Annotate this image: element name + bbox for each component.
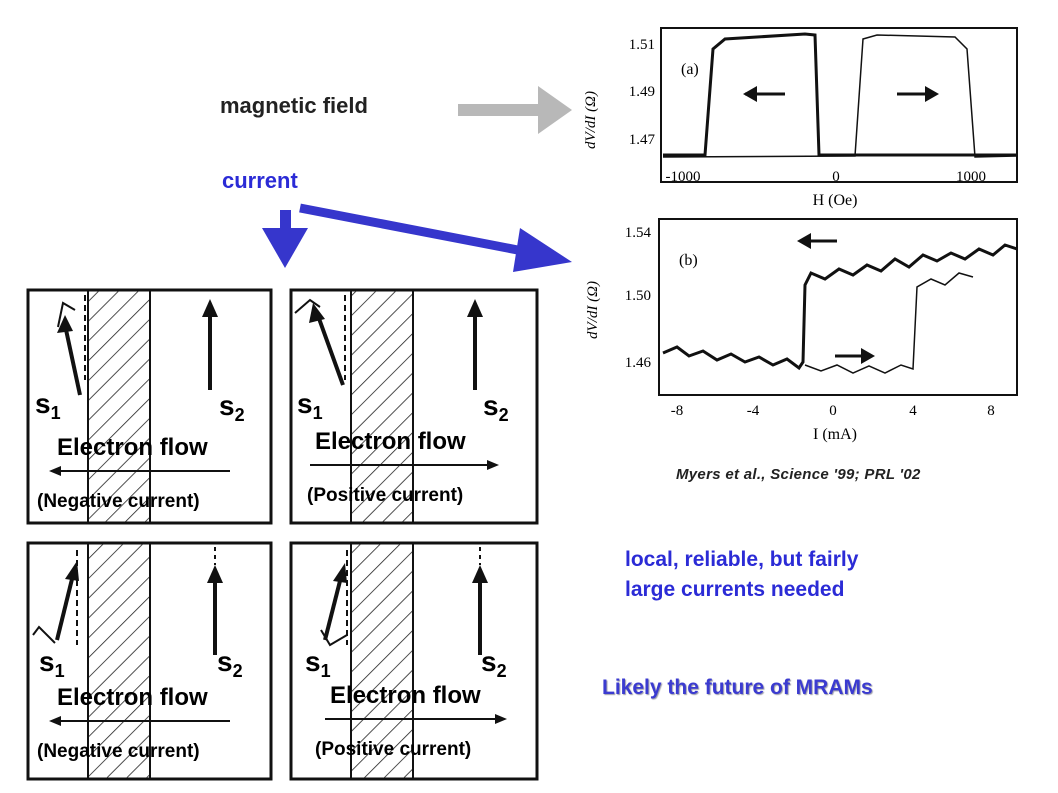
- spin-panels: s1 s2 Electron flow (Negative current) s…: [26, 288, 539, 781]
- plot-b-xtick-4: 4: [909, 403, 917, 419]
- plot-b-panel-label: (b): [679, 252, 698, 269]
- panel-1-s1: s1: [35, 388, 61, 423]
- plot-a-xtick-3: 1000: [956, 169, 986, 185]
- panel-4-s1: s1: [305, 646, 331, 681]
- panel-3-s2: s2: [217, 646, 243, 681]
- plot-b-curve-up: [804, 272, 974, 374]
- plot-a-ytick-3: 1.47: [629, 132, 656, 148]
- panel-2-s1: s1: [297, 388, 323, 423]
- plot-a-curve-up: [662, 34, 1018, 158]
- plot-a-ytick-1: 1.51: [629, 37, 655, 53]
- magnetic-field-label: magnetic field: [220, 93, 368, 118]
- plot-b-xtick-5: 8: [987, 403, 995, 419]
- plot-a-left-arrow-head: [743, 86, 757, 102]
- plot-b-left-arrow-head: [797, 233, 811, 249]
- plot-a-panel-label: (a): [681, 61, 699, 78]
- current-label: current: [222, 168, 298, 193]
- panel-2-current: (Positive current): [307, 485, 463, 506]
- plot-b: dV/dI (Ω) 1.54 1.50 1.46 (b) -8 -4 0 4 8…: [585, 218, 1018, 443]
- plot-b-xtick-2: -4: [747, 403, 760, 419]
- plot-b-ytick-3: 1.46: [625, 355, 652, 371]
- panel-1-flow: Electron flow: [57, 434, 208, 461]
- plot-a-curve-down: [663, 32, 1017, 157]
- panel-3-s1: s1: [39, 646, 65, 681]
- blue-down-arrow: [262, 210, 308, 268]
- plot-b-ytick-2: 1.50: [625, 288, 651, 304]
- panel-2-s2: s2: [483, 390, 509, 425]
- panel-4-s2: s2: [481, 646, 507, 681]
- plot-a-right-arrow-head: [925, 86, 939, 102]
- plot-b-xlabel: I (mA): [813, 426, 857, 443]
- plot-b-curve-down: [662, 243, 1018, 371]
- plot-a-xtick-1: -1000: [666, 169, 701, 185]
- plot-a-xtick-2: 0: [832, 169, 840, 185]
- plot-b-xtick-3: 0: [829, 403, 837, 419]
- panel-2: s1 s2 Electron flow (Positive current): [289, 288, 539, 525]
- panel-2-flow: Electron flow: [315, 428, 466, 455]
- panel-3-current: (Negative current): [37, 741, 200, 762]
- plot-b-right-arrow-head: [861, 348, 875, 364]
- panel-1-current: (Negative current): [37, 491, 200, 512]
- panel-3-flow: Electron flow: [57, 684, 208, 711]
- plot-b-xtick-1: -8: [671, 403, 684, 419]
- panel-4-current: (Positive current): [315, 739, 471, 760]
- citation: Myers et al., Science '99; PRL '02: [676, 466, 921, 483]
- plot-a-xlabel: H (Oe): [813, 192, 858, 209]
- plot-a-ytick-2: 1.49: [629, 84, 655, 100]
- panel-1-s2: s2: [219, 390, 245, 425]
- note-line-2: large currents needed: [625, 578, 845, 601]
- plot-b-ytick-1: 1.54: [625, 225, 652, 241]
- note-line-1: local, reliable, but fairly: [625, 548, 859, 571]
- plot-a-frame: [660, 27, 1018, 183]
- plot-b-frame: [658, 218, 1018, 396]
- panel-4: s1 s2 Electron flow (Positive current): [289, 541, 539, 781]
- blue-diagonal-arrow: [299, 203, 572, 272]
- gray-arrow: [458, 86, 572, 134]
- panel-3: s1 s2 Electron flow (Negative current): [26, 541, 273, 781]
- conclusion-text: Likely the future of MRAMs: [602, 676, 873, 699]
- plot-b-ylabel: dV/dI (Ω): [585, 281, 601, 339]
- plot-a: dV/dI (Ω) 1.51 1.49 1.47 (a) -1000 0 100…: [585, 27, 1018, 209]
- note-text: local, reliable, but fairly large curren…: [625, 545, 858, 605]
- panel-4-flow: Electron flow: [330, 682, 481, 709]
- plot-a-ylabel: dV/dI (Ω): [585, 91, 599, 149]
- panel-1: s1 s2 Electron flow (Negative current): [26, 288, 273, 525]
